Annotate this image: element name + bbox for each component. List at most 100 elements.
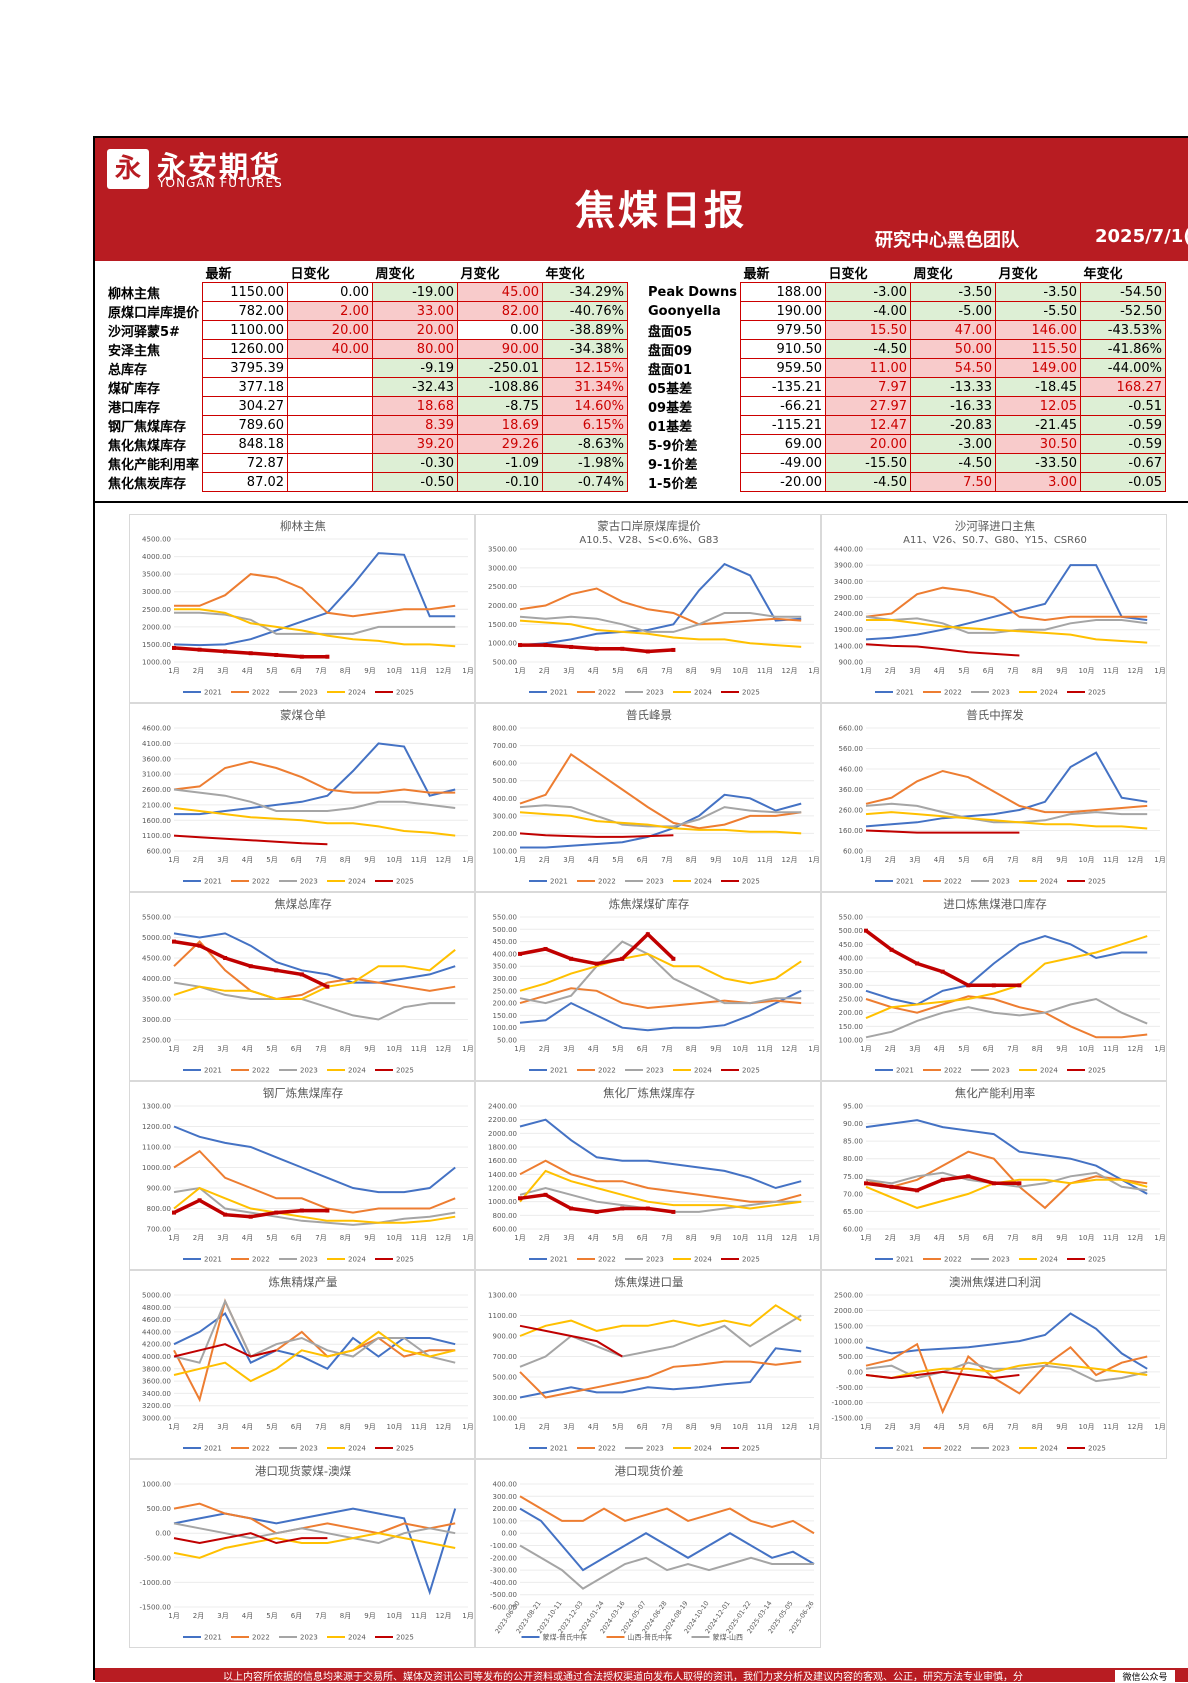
series-point-2025 [325, 654, 330, 659]
series-line-2025 [173, 1343, 277, 1358]
legend-label: 2023 [992, 1445, 1010, 1453]
x-tick-label: 5月 [266, 1234, 277, 1242]
legend-label: 2021 [204, 878, 222, 886]
y-tick-label: 900.00 [493, 1333, 518, 1341]
x-tick-label: 9月 [364, 1234, 375, 1242]
y-tick-label: 460.00 [839, 766, 864, 774]
series-line-2025 [173, 939, 329, 989]
legend-label: 2023 [300, 1634, 318, 1642]
series-line-2022 [519, 1159, 802, 1203]
y-tick-label: 1200.00 [142, 1123, 171, 1131]
y-tick-label: 65.00 [843, 1208, 863, 1216]
series-line-2023 [173, 788, 456, 812]
latest-cell: 190.00 [740, 301, 827, 321]
y-tick-label: 90.00 [843, 1120, 863, 1128]
coking-coal-table: 最新 日变化 周变化 月变化 年变化 柳林主焦 1150.00 0.00 -19.00 45.00… [105, 263, 629, 492]
x-tick-label: 2月 [539, 1234, 550, 1242]
x-tick-label: 8月 [340, 1612, 351, 1620]
x-tick-label: 9月 [364, 1423, 375, 1431]
series-line-2022 [865, 1342, 1148, 1415]
x-tick-label: 10月 [387, 667, 403, 675]
series-point-2025 [966, 1174, 971, 1179]
series-point-2025 [172, 1210, 176, 1215]
x-tick-label: 2月 [885, 1423, 896, 1431]
y-tick-label: 600.00 [493, 1226, 518, 1234]
x-tick-label: 3月 [909, 1234, 920, 1242]
latest-cell: 1260.00 [202, 339, 289, 359]
series-point-2025 [543, 1192, 548, 1197]
x-tick-label: 7月 [315, 1423, 326, 1431]
series-point-2025 [299, 654, 304, 659]
series-line-2023 [519, 1314, 802, 1368]
y-tick-label: 1000.00 [488, 640, 517, 648]
x-tick-label: 1月 [462, 1234, 473, 1242]
x-tick-label: 8月 [686, 1234, 697, 1242]
series-point-2025 [569, 956, 574, 961]
y-tick-label: 1400.00 [488, 1171, 517, 1179]
x-tick-label: 5月 [958, 667, 969, 675]
legend-label: 2021 [204, 1067, 222, 1075]
chart-title: 炼焦精煤产量 [269, 1275, 338, 1289]
series-point-2025 [197, 1198, 202, 1203]
series-line-2025 [519, 832, 674, 838]
y-tick-label: 200.00 [839, 1009, 864, 1017]
legend-label: 2022 [252, 689, 270, 697]
series-line-2022 [173, 760, 456, 794]
series-line-2021 [519, 562, 802, 647]
row-label: 5-9价差 [648, 438, 698, 454]
legend-label: 蒙煤-普氏中挥 [543, 1633, 588, 1642]
x-tick-label: 10月 [733, 1423, 749, 1431]
chart-title: 柳林主焦 [280, 519, 326, 533]
y-tick-label: 85.00 [843, 1138, 863, 1146]
x-tick-label: 6月 [983, 667, 994, 675]
series-line-2021 [173, 552, 456, 647]
daily-change-cell: 15.50 [825, 320, 912, 340]
chart-svg: 澳洲焦煤进口利润 2500.00 2000.00 1500.00 1000.00 500.… [832, 1275, 1166, 1453]
chart-title: 澳洲焦煤进口利润 [949, 1275, 1041, 1289]
weekly-change-cell: 7.50 [910, 472, 997, 492]
chart-svg: 焦煤总库存 5500.00 5000.00 4500.00 4000.00 3500.00… [142, 897, 474, 1075]
series-point-2025 [594, 1209, 599, 1214]
series-line-蒙煤-山西 [519, 1544, 814, 1590]
row-label: 沙河驿蒙5# [108, 324, 180, 340]
weekly-change-cell: -0.30 [372, 453, 459, 473]
yearly-change-cell: 168.27 [1080, 377, 1167, 397]
series-point-2025 [197, 647, 202, 652]
x-tick-label: 12月 [436, 1423, 452, 1431]
series-line-2024 [173, 1532, 456, 1559]
chart-svg: 港口现货价差 400.00 300.00 200.00 100.00 0.00 -100.0… [490, 1464, 816, 1642]
x-tick-label: 2月 [193, 1234, 204, 1242]
x-tick-label: 4月 [934, 667, 945, 675]
y-tick-label: 5000.00 [142, 1292, 171, 1300]
legend-label: 2024 [348, 1445, 366, 1453]
latest-cell: 72.87 [202, 453, 289, 473]
x-tick-label: 2月 [539, 667, 550, 675]
series-point-2025 [671, 956, 676, 961]
y-tick-label: 1200.00 [488, 1185, 517, 1193]
series-point-2025 [991, 1181, 996, 1186]
monthly-change-cell: 149.00 [995, 358, 1082, 378]
x-tick-label: 9月 [1056, 667, 1067, 675]
x-tick-label: 7月 [661, 667, 672, 675]
chart-panel: 蒙古口岸原煤库提价 A10.5、V28、S<0.6%、G83 3500.00 3000… [475, 514, 821, 703]
y-tick-label: 550.00 [839, 914, 864, 922]
chart-svg: 焦化产能利用率 95.00 90.00 85.00 80.00 75.00 70.00 65.… [843, 1086, 1166, 1264]
chart-svg: 焦化厂炼焦煤库存 2400.00 2200.00 2000.00 1800.00 1600… [488, 1086, 820, 1264]
series-point-2025 [569, 644, 574, 649]
x-tick-label: 12月 [1128, 1045, 1144, 1053]
series-point-2025 [223, 649, 228, 654]
y-tick-label: 300.00 [839, 982, 864, 990]
legend-label: 2022 [944, 1067, 962, 1075]
weekly-change-cell: 33.00 [372, 301, 459, 321]
x-tick-label: 1月 [1154, 1423, 1165, 1431]
series-line-2024 [519, 1304, 802, 1337]
x-tick-label: 11月 [1103, 1423, 1119, 1431]
series-line-2025 [519, 1324, 623, 1358]
x-tick-label: 6月 [637, 1045, 648, 1053]
y-tick-label: 500.00 [147, 1505, 172, 1513]
footer-bar [95, 1668, 1188, 1682]
series-line-2023 [173, 1186, 456, 1226]
x-tick-label: 5月 [266, 1045, 277, 1053]
futures-row: 05基差 -135.21 7.97 -13.33 -18.45 168.27 [645, 377, 1167, 397]
daily-change-cell [287, 377, 374, 397]
